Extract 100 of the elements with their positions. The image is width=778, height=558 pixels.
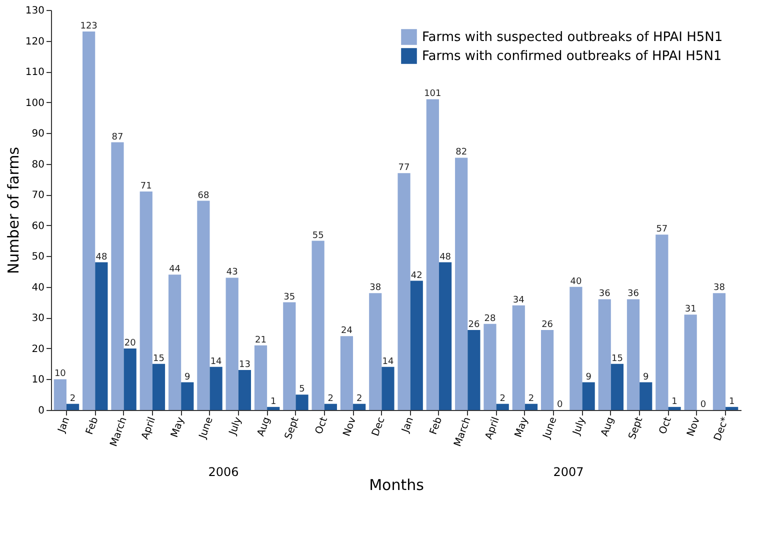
bar [570,286,582,410]
data-label: 71 [140,182,152,192]
x-tick-label: March [108,416,130,448]
bar [210,366,222,410]
bar [468,330,480,410]
x-tick-label: June [541,416,560,441]
y-tick-label: 100 [25,98,44,109]
data-label: 26 [468,320,480,330]
bar [382,366,394,410]
x-tick-label: Sept [283,416,302,441]
bar [197,200,210,410]
bar [340,336,354,410]
y-tick-label: 10 [32,374,44,386]
text: 2007 [553,465,584,479]
bar [726,406,738,410]
data-label: 2 [328,394,334,404]
data-label: 48 [96,252,108,262]
bar [610,364,624,410]
data-label: 24 [340,326,353,336]
data-label: 9 [643,372,649,382]
bar [140,192,152,410]
bar [540,330,554,410]
x-tick-label: Feb [428,416,445,436]
y-tick-label: 120 [25,36,44,48]
data-label: 10 [54,369,66,380]
bar [626,299,640,410]
x-tick-label: June [197,416,216,441]
x-tick-label: Sept [627,416,646,441]
bar [267,406,280,410]
bar [496,404,509,410]
data-label: 2 [528,394,534,404]
bar [684,314,697,410]
bar [398,173,410,410]
data-label: 15 [153,354,164,364]
data-label: 48 [440,252,452,262]
data-label: 123 [80,22,98,32]
bar [54,379,66,410]
bar [312,240,324,410]
y-tick-label: 110 [25,67,44,78]
y-tick-label: 130 [25,6,44,16]
x-tick-label: Nov [685,416,703,438]
data-label: 1 [672,396,678,407]
legend-label: Farms with confirmed outbreaks of HPAI H5N1 [422,49,722,64]
data-label: 14 [210,356,222,367]
bar [484,324,496,410]
data-label: 40 [570,276,582,287]
bar [455,158,468,410]
data-label: 0 [557,400,564,410]
data-label: 28 [484,314,496,324]
data-label: 2 [70,394,76,404]
bar [353,404,366,410]
bar [152,364,166,410]
bar [296,394,308,410]
x-tick-label: Jan [400,416,416,435]
bar [111,142,124,410]
bar [426,99,439,410]
data-label: 87 [112,132,124,142]
x-tick-label: April [484,416,502,442]
y-tick-label: 80 [32,159,44,170]
data-label: 5 [299,384,305,395]
data-label: 26 [542,320,554,330]
bar [369,293,382,410]
x-tick-label: Dec [370,416,388,438]
bar [640,382,652,410]
data-label: 101 [424,89,442,100]
data-label: 15 [611,354,623,364]
bar [438,262,452,410]
data-label: 43 [226,268,238,278]
y-tick-label: 60 [32,220,44,232]
data-label: 21 [255,335,266,346]
y-tick-label: 0 [38,406,44,416]
data-label: 34 [512,295,525,306]
x-tick-label: Aug [256,416,273,438]
data-label: 0 [700,400,706,410]
x-tick-label: Dec* [712,416,732,442]
bar [598,299,611,410]
data-label: 36 [598,289,611,300]
bar [66,404,80,410]
data-label: 2 [500,394,506,404]
x-tick-label: July [227,416,244,438]
data-label: 9 [184,372,191,382]
data-label: 68 [198,190,210,201]
data-label: 82 [456,148,468,158]
bar [512,305,525,410]
data-label: 44 [169,264,181,275]
data-label: 77 [398,163,410,174]
bar [324,404,337,410]
bar [82,32,96,410]
bar [712,293,726,410]
x-tick-label: May [169,416,187,439]
data-label: 42 [410,270,422,281]
data-label: 14 [382,356,394,367]
bar [168,274,182,410]
x-tick-label: July [571,416,588,438]
bar [668,406,681,410]
x-tick-label: Feb [84,416,101,436]
x-tick-label: Jan [56,416,72,435]
data-label: 57 [656,224,668,235]
x-tick-label: May [513,416,531,439]
x-tick-label: Nov [342,416,359,438]
